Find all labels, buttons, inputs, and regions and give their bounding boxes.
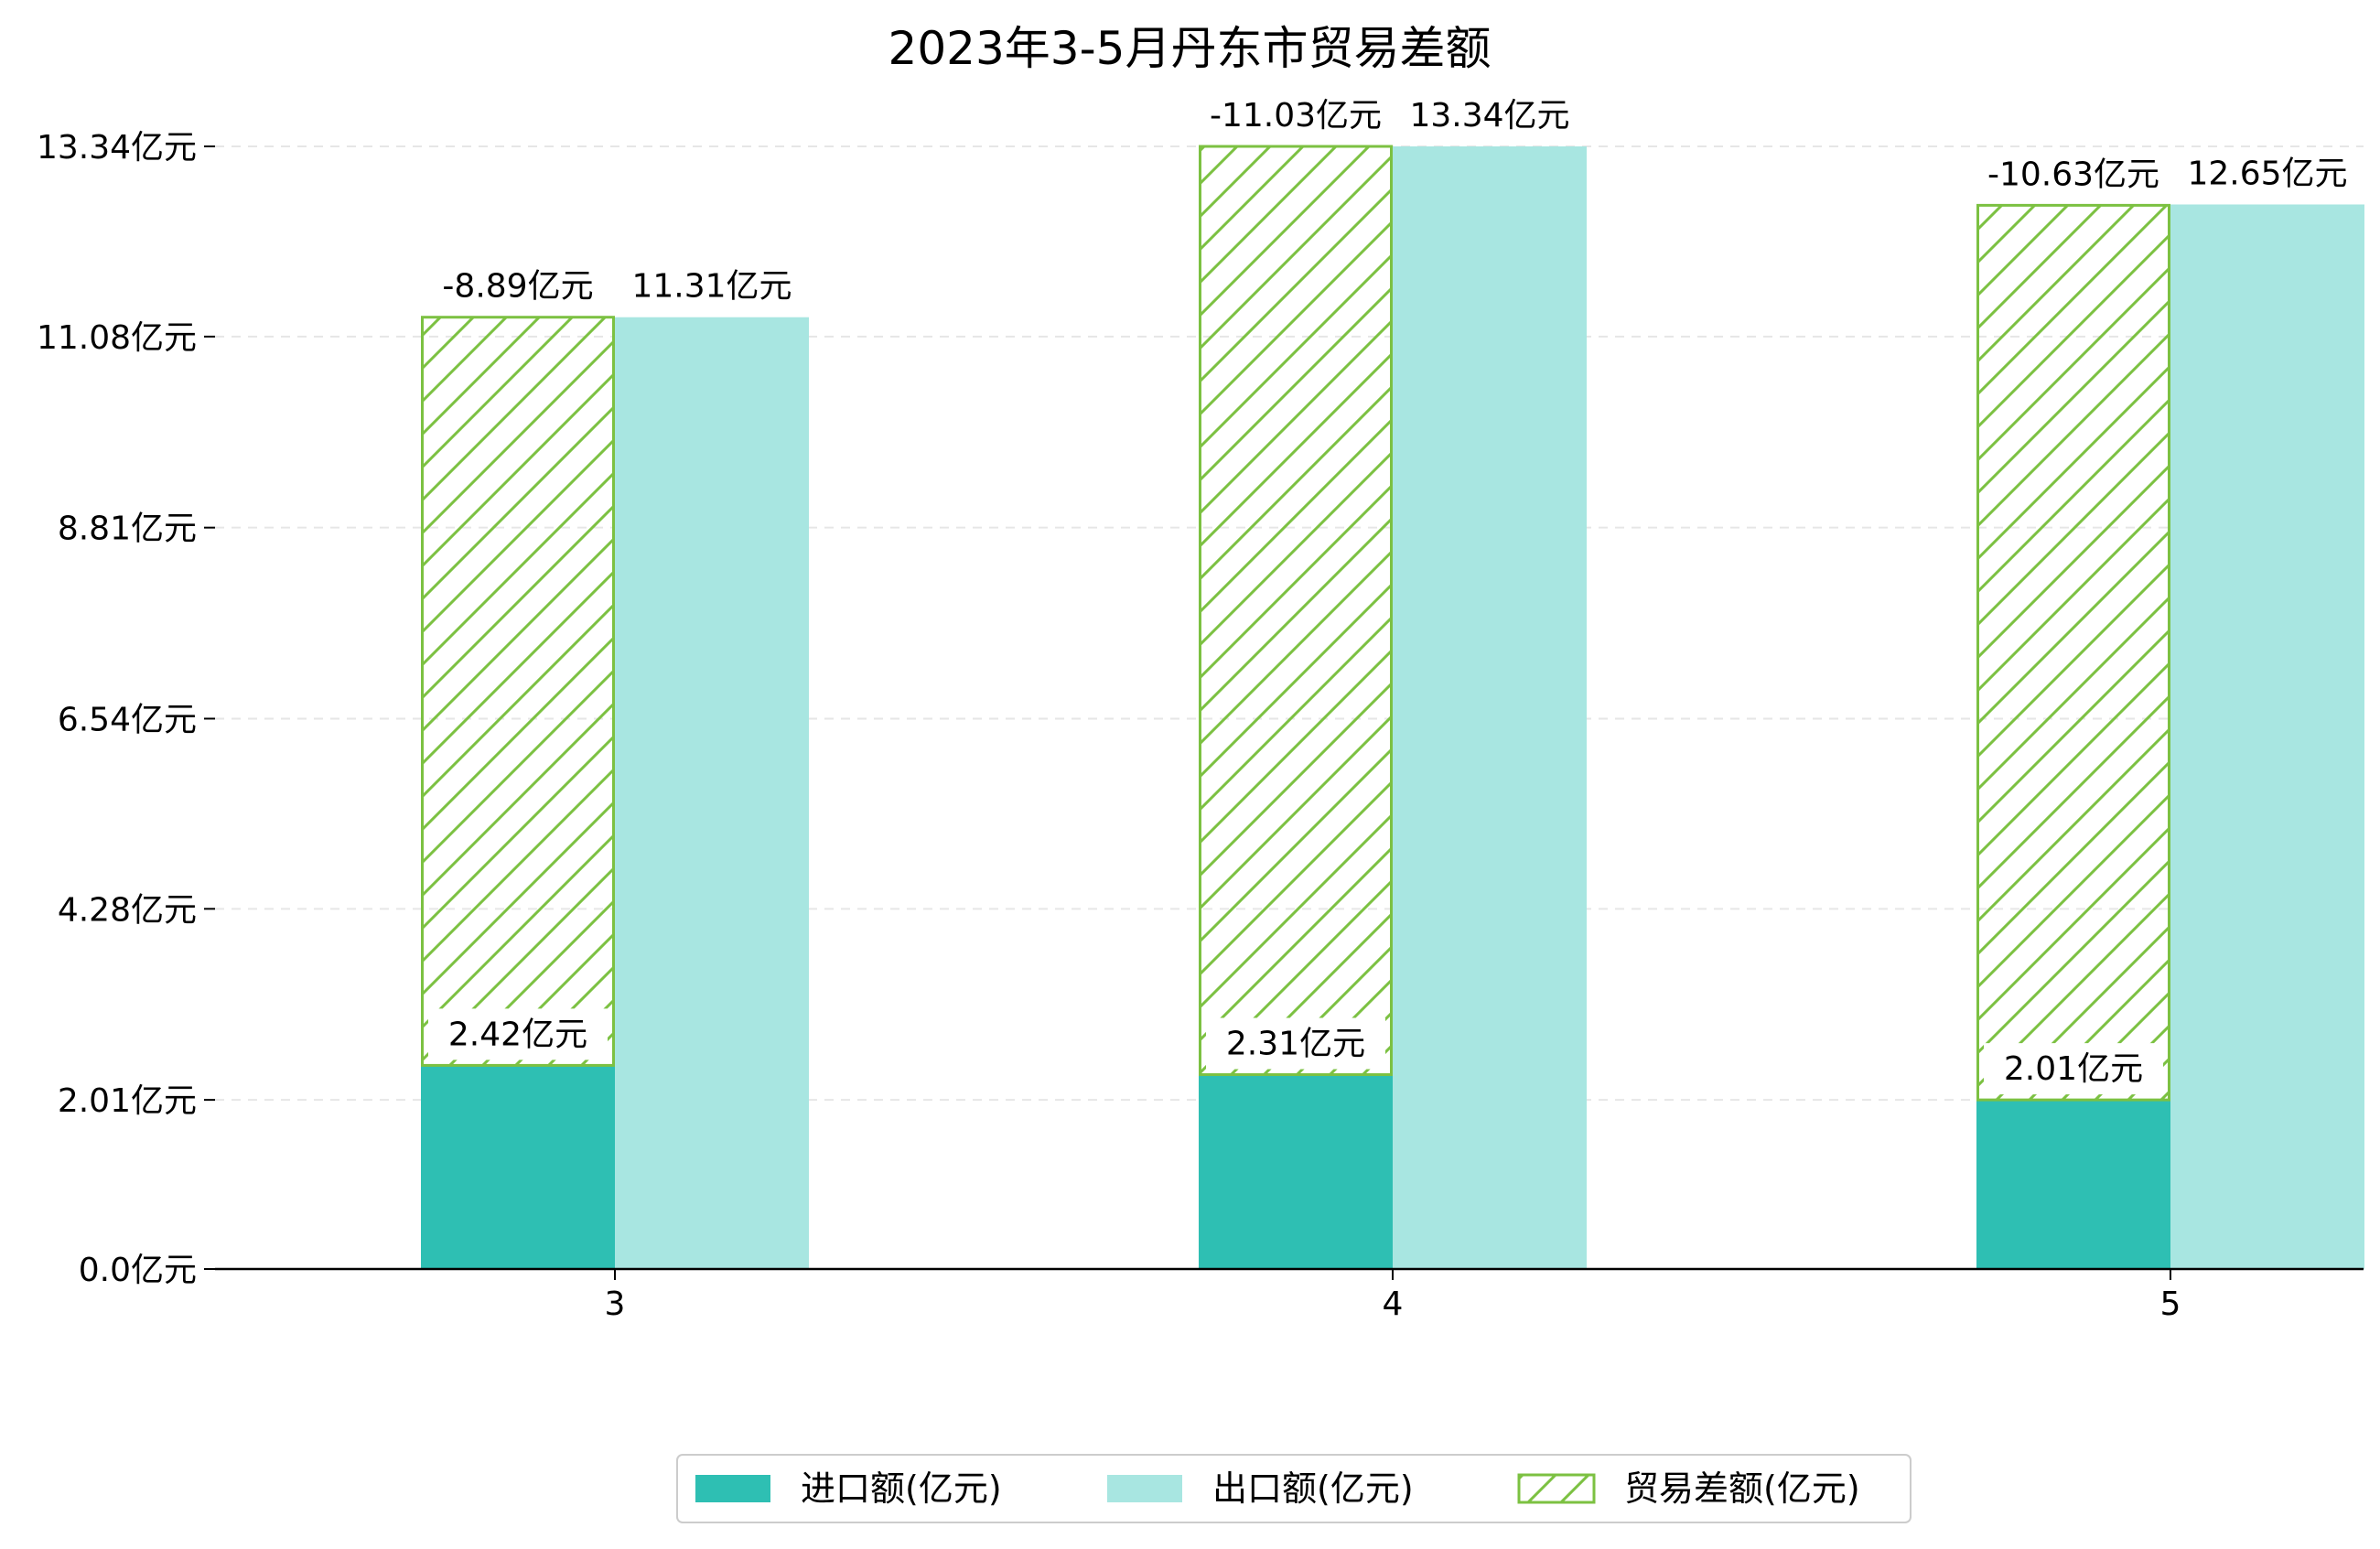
y-tick-label: 0.0亿元 <box>79 1252 197 1289</box>
import-value-label: 2.01亿元 <box>2004 1050 2143 1088</box>
chart-title: 2023年3-5月丹东市贸易差额 <box>888 22 1492 75</box>
import-value-label-bg <box>1984 1043 2163 1095</box>
trade-balance-value-label-bg <box>1206 90 1385 141</box>
legend-box <box>676 1454 1912 1523</box>
import-bar <box>421 1065 615 1269</box>
import-value-label-bg <box>428 1008 608 1060</box>
y-tick-label: 11.08亿元 <box>37 319 197 357</box>
import-bar <box>1976 1100 2170 1269</box>
export-value-label-bg <box>622 260 802 312</box>
export-value-label: 12.65亿元 <box>2187 155 2347 192</box>
legend-import-label: 进口额(亿元) <box>801 1468 1002 1509</box>
legend-trade-balance-label: 贸易差额(亿元) <box>1624 1468 1860 1509</box>
x-tick-label: 5 <box>2160 1285 2181 1323</box>
trade-balance-bar <box>421 316 615 1067</box>
legend-export-swatch <box>1107 1475 1182 1502</box>
legend-export-label: 出口额(亿元) <box>1212 1468 1414 1509</box>
y-tick-label: 6.54亿元 <box>58 701 197 738</box>
y-tick-label: 8.81亿元 <box>58 511 197 548</box>
export-bar <box>615 317 809 1269</box>
export-value-label-bg <box>2178 147 2357 199</box>
import-value-label: 2.42亿元 <box>448 1016 587 1053</box>
y-tick-label: 13.34亿元 <box>37 129 197 167</box>
trade-balance-bar <box>1199 145 1393 1077</box>
export-bar <box>2170 204 2364 1269</box>
import-bar <box>1199 1074 1393 1269</box>
export-bar <box>1393 146 1587 1269</box>
export-value-label: 13.34亿元 <box>1409 97 1569 134</box>
x-tick-label: 4 <box>1383 1285 1404 1323</box>
x-tick-label: 3 <box>605 1285 626 1323</box>
legend-import-swatch <box>695 1475 770 1502</box>
legend-trade-balance-swatch <box>1517 1473 1596 1504</box>
export-value-label: 11.31亿元 <box>631 268 792 306</box>
import-value-label: 2.31亿元 <box>1226 1026 1365 1063</box>
trade-balance-value-label: -10.63亿元 <box>1987 156 2159 193</box>
y-tick-label: 4.28亿元 <box>58 891 197 929</box>
trade-balance-bar <box>1976 203 2170 1102</box>
trade-balance-value-label-bg <box>428 260 608 312</box>
y-tick-label: 2.01亿元 <box>58 1082 197 1120</box>
trade-balance-value-label-bg <box>1984 148 2163 200</box>
trade-balance-value-label: -11.03亿元 <box>1210 97 1382 134</box>
trade-balance-value-label: -8.89亿元 <box>442 268 593 306</box>
export-value-label-bg <box>1400 90 1579 141</box>
import-value-label-bg <box>1206 1017 1385 1070</box>
